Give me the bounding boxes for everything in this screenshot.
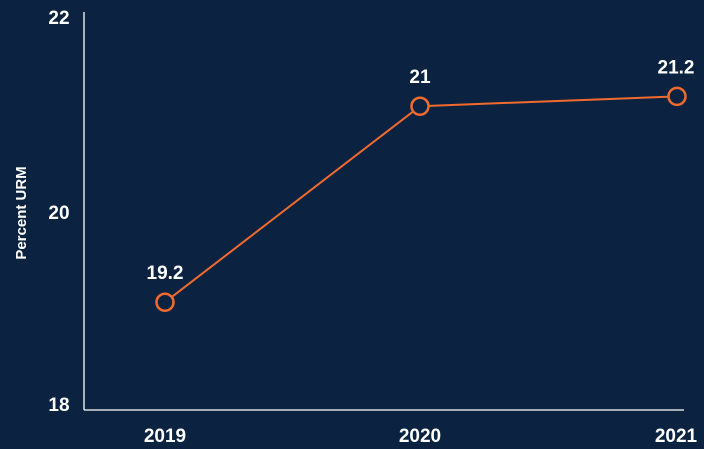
- x-tick-label: 2020: [399, 426, 441, 447]
- y-axis-title: Percent URM: [13, 166, 30, 259]
- x-tick-label: 2019: [144, 426, 186, 447]
- x-tick-label: 2021: [655, 426, 698, 447]
- y-axis-ticks: 18 20 22: [48, 8, 69, 416]
- data-point-label: 21: [409, 67, 431, 88]
- data-point-marker: [155, 292, 175, 312]
- x-axis-ticks: 2019 2020 2021: [144, 426, 698, 447]
- data-point-label: 19.2: [147, 263, 184, 284]
- y-tick-label: 18: [48, 395, 69, 416]
- data-point-marker: [667, 86, 687, 107]
- y-tick-label: 22: [48, 8, 69, 29]
- y-tick-label: 20: [48, 203, 69, 224]
- series-labels: 19.2 21 21.2: [147, 57, 695, 284]
- data-point-marker: [410, 96, 430, 116]
- data-point-label: 21.2: [658, 57, 695, 78]
- series-points: [155, 86, 687, 312]
